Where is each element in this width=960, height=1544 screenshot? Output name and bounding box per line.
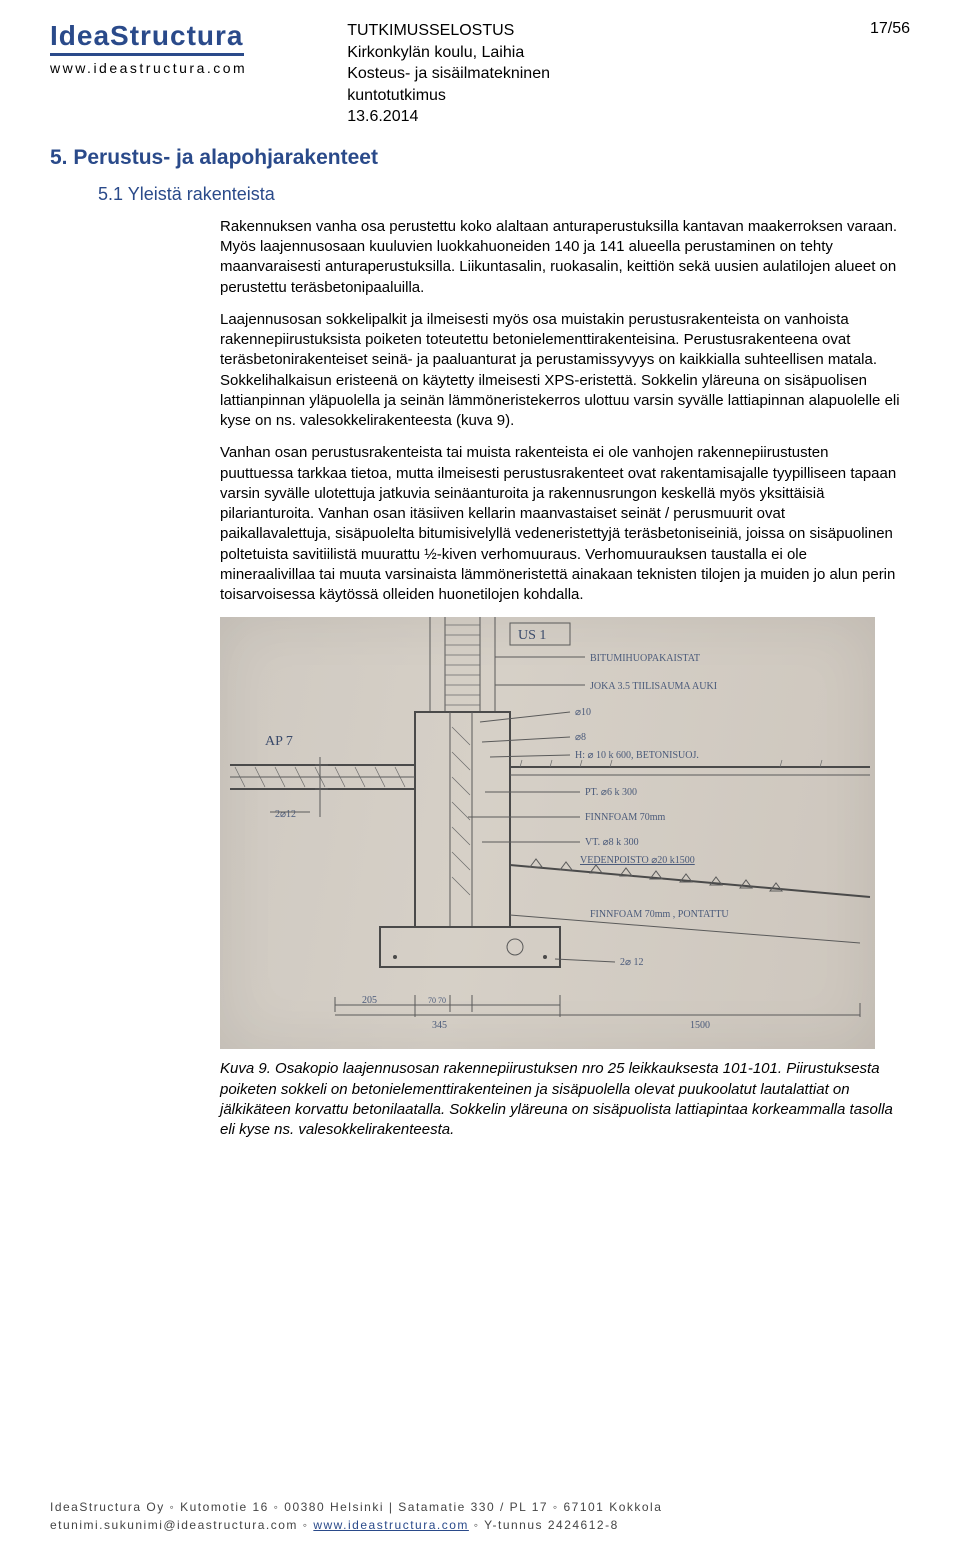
footer-ytunnus: ◦ Y-tunnus 2424612-8 — [469, 1518, 619, 1532]
section-title: 5. Perustus- ja alapohjarakenteet — [50, 146, 910, 170]
header-left: IdeaStructura www.ideastructura.com — [50, 20, 247, 128]
header-right: TUTKIMUSSELOSTUS Kirkonkylän koulu, Laih… — [247, 20, 910, 128]
dim-345: 345 — [432, 1020, 447, 1031]
dim-7070: 70 70 — [428, 996, 446, 1005]
footer-email: etunimi.sukunimi@ideastructura.com ◦ — [50, 1518, 313, 1532]
paragraph-3: Vanhan osan perustusrakenteista tai muis… — [220, 443, 900, 605]
annot-veden: VEDENPOISTO ⌀20 k1500 — [580, 855, 695, 866]
figure-area: US 1 BITUMIHUOPAKAISTAT JOKA 3.5 TIILISA… — [220, 617, 900, 1140]
website-url: www.ideastructura.com — [50, 60, 247, 76]
subsection-title: 5.1 Yleistä rakenteista — [98, 184, 910, 205]
footer-line1: IdeaStructura Oy ◦ Kutomotie 16 ◦ 00380 … — [50, 1499, 910, 1516]
dim-1500: 1500 — [690, 1020, 710, 1031]
paragraph-2: Laajennusosan sokkelipalkit ja ilmeisest… — [220, 310, 900, 432]
annot-vt8: VT. ⌀8 k 300 — [585, 837, 639, 848]
doc-subtitle: Kosteus- ja sisäilmatekninen — [347, 63, 550, 85]
doc-type: TUTKIMUSSELOSTUS — [347, 20, 550, 42]
paragraph-1: Rakennuksen vanha osa perustettu koko al… — [220, 217, 900, 298]
figure-caption: Kuva 9. Osakopio laajennusosan rakennepi… — [220, 1059, 900, 1140]
annot-d8: ⌀8 — [575, 732, 586, 743]
doc-date: 13.6.2014 — [347, 106, 550, 128]
page-number: 17/56 — [870, 20, 910, 128]
annot-bitumi: BITUMIHUOPAKAISTAT — [590, 653, 700, 664]
doc-meta: TUTKIMUSSELOSTUS Kirkonkylän koulu, Laih… — [347, 20, 550, 128]
dim-205: 205 — [362, 995, 377, 1006]
logo: IdeaStructura — [50, 20, 244, 56]
ap7-label: AP 7 — [265, 734, 293, 749]
page-footer: IdeaStructura Oy ◦ Kutomotie 16 ◦ 00380 … — [50, 1499, 910, 1534]
technical-drawing: US 1 BITUMIHUOPAKAISTAT JOKA 3.5 TIILISA… — [220, 617, 875, 1049]
drawing-svg: US 1 BITUMIHUOPAKAISTAT JOKA 3.5 TIILISA… — [220, 617, 875, 1049]
doc-subject: Kirkonkylän koulu, Laihia — [347, 42, 550, 64]
doc-subtitle2: kuntotutkimus — [347, 85, 550, 107]
footer-link[interactable]: www.ideastructura.com — [313, 1518, 469, 1532]
rebar-bottom: 2⌀ 12 — [620, 957, 644, 968]
annot-finn70: FINNFOAM 70mm — [585, 812, 666, 823]
page-header: IdeaStructura www.ideastructura.com TUTK… — [50, 20, 910, 128]
us1-label: US 1 — [518, 628, 546, 643]
annot-h10: H: ⌀ 10 k 600, BETONISUOJ. — [575, 750, 699, 761]
annot-tiili: JOKA 3.5 TIILISAUMA AUKI — [590, 681, 717, 692]
rebar-left: 2⌀12 — [275, 809, 296, 820]
annot-finn-pont: FINNFOAM 70mm , PONTATTU — [590, 909, 729, 920]
annot-pt6: PT. ⌀6 k 300 — [585, 787, 637, 798]
body-text: Rakennuksen vanha osa perustettu koko al… — [220, 217, 900, 606]
annot-d10: ⌀10 — [575, 707, 591, 718]
footer-line2: etunimi.sukunimi@ideastructura.com ◦ www… — [50, 1517, 910, 1534]
